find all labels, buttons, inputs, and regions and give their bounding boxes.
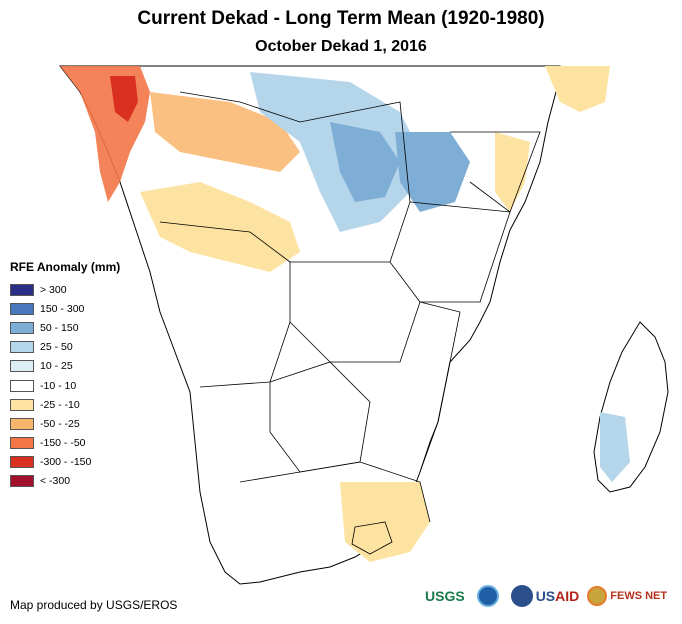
border-angola (159, 221, 291, 388)
legend-swatch (10, 437, 34, 450)
legend-swatch (10, 321, 34, 334)
dry-patch-congo (150, 92, 300, 172)
legend-title: RFE Anomaly (mm) (10, 260, 121, 274)
fews-net-icon (587, 586, 608, 606)
wet-patch-lakes (395, 132, 470, 212)
dry-patch-horn (545, 66, 610, 112)
legend-swatch (10, 456, 34, 469)
legend-label: 25 - 50 (40, 341, 73, 354)
wet-patch-madagascar (600, 412, 630, 482)
border-tanzania (409, 201, 511, 303)
legend: RFE Anomaly (mm) > 300 150 - 300 50 - 15… (10, 260, 120, 491)
map-title: Current Dekad - Long Term Mean (1920-198… (137, 8, 545, 29)
border-south-africa (239, 461, 431, 523)
legend-item: 50 - 150 (10, 318, 120, 337)
noaa-icon (476, 585, 499, 607)
legend-swatch (10, 283, 34, 296)
usgs-wordmark: USGS (425, 588, 465, 604)
map-subtitle: October Dekad 1, 2016 (255, 38, 427, 55)
border-mozambique (419, 301, 461, 473)
legend-item: -25 - -10 (10, 395, 120, 414)
legend-item: -150 - -50 (10, 434, 120, 453)
legend-item: 150 - 300 (10, 299, 120, 318)
map-credit: Map produced by USGS/EROS (10, 598, 178, 612)
fews-net-logo: FEWS NET (587, 586, 667, 606)
usaid-prefix: US (535, 588, 556, 604)
noaa-logo (473, 585, 503, 607)
legend-item: -50 - -25 (10, 414, 120, 433)
legend-item: -300 - -150 (10, 453, 120, 472)
usaid-suffix: AID (555, 588, 580, 604)
legend-label: < -300 (40, 475, 71, 488)
legend-item: 25 - 50 (10, 338, 120, 357)
usaid-logo: USAID (510, 585, 580, 607)
legend-item: < -300 (10, 472, 120, 491)
legend-item: 10 - 25 (10, 357, 120, 376)
legend-label: -50 - -25 (40, 417, 80, 430)
legend-item: > 300 (10, 280, 120, 299)
legend-label: 150 - 300 (40, 302, 85, 315)
dry-patch-east-coast (495, 132, 530, 212)
legend-label: -300 - -150 (40, 456, 92, 469)
legend-label: 50 - 150 (40, 321, 79, 334)
usgs-logo: USGS (425, 588, 465, 604)
legend-swatch (10, 360, 34, 373)
legend-swatch (10, 417, 34, 430)
dry-patch-angola (140, 182, 300, 272)
legend-swatch (10, 341, 34, 354)
agency-logos: USGS USAID FEWS NET (425, 585, 675, 607)
border-zambia (289, 261, 421, 363)
legend-swatch (10, 302, 34, 315)
border-lesotho (351, 521, 393, 555)
legend-label: -25 - -10 (40, 398, 80, 411)
legend-item: -10 - 10 (10, 376, 120, 395)
border-kenya (450, 131, 541, 213)
usaid-seal-icon (510, 585, 533, 607)
usaid-wordmark: USAID (536, 588, 580, 604)
border-drc (179, 91, 411, 263)
anomaly-patches (60, 66, 630, 562)
very-dry-patch-gabon (110, 76, 138, 122)
fews-net-wordmark: FEWS NET (610, 590, 668, 602)
legend-swatch (10, 379, 34, 392)
legend-label: 10 - 25 (40, 360, 73, 373)
legend-label: > 300 (40, 283, 67, 296)
wet-patch-core (330, 122, 400, 202)
legend-label: -150 - -50 (40, 437, 86, 450)
anomaly-map (58, 65, 669, 585)
legend-label: -10 - 10 (40, 379, 77, 392)
country-borders (159, 91, 541, 555)
legend-swatch (10, 475, 34, 488)
legend-swatch (10, 398, 34, 411)
